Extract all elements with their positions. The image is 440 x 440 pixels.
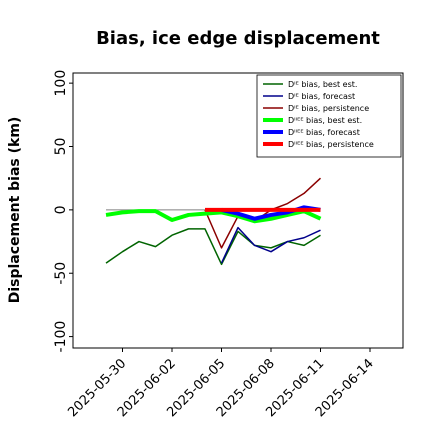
legend-label: Dᴵᴱ bias, forecast [288,92,355,101]
y-axis-label: Displacement bias (km) [7,117,23,304]
series-line [221,205,321,221]
legend-label: Dᴵᴵᴱᴱ bias, persistence [288,140,374,149]
series-line [220,226,321,264]
y-tick-label: -100 [53,321,69,353]
legend: Dᴵᴱ bias, best est. Dᴵᴱ bias, forecast Dᴵᴱ… [256,74,402,158]
series-line [105,209,322,224]
legend-label: Dᴵᴵᴱᴱ bias, forecast [288,128,360,137]
y-tick-label: 50 [53,138,69,156]
series-line [105,228,321,266]
y-tick-label: 0 [53,205,69,214]
legend-label: Dᴵᴵᴱᴱ bias, best est. [288,116,362,125]
legend-label: Dᴵᴱ bias, best est. [288,80,357,89]
chart-title: Bias, ice edge displacement [96,28,380,49]
y-tick-label: -50 [53,262,69,285]
legend-label: Dᴵᴱ bias, persistence [288,104,369,113]
y-tick-label: 100 [53,70,69,97]
plot-frame [72,72,404,349]
